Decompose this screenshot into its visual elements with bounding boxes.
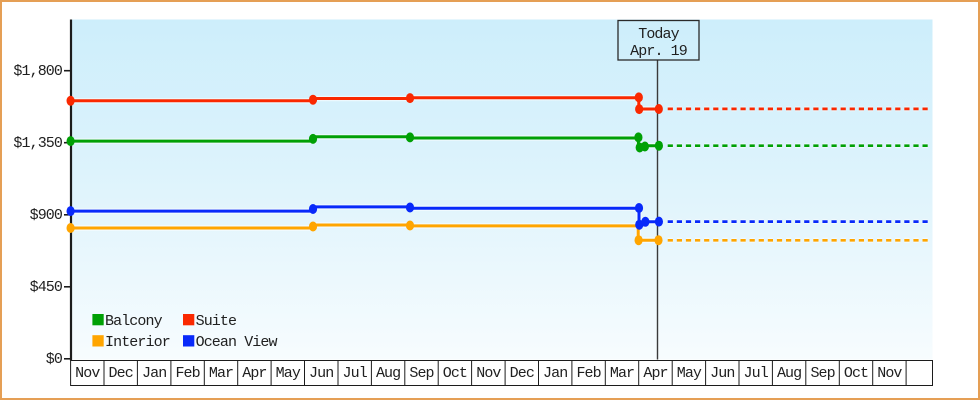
svg-text:$1,800: $1,800 <box>13 63 63 80</box>
svg-text:Feb: Feb <box>175 365 199 382</box>
svg-text:$0: $0 <box>46 351 63 368</box>
svg-text:Jul: Jul <box>744 365 769 382</box>
svg-text:$900: $900 <box>30 207 63 224</box>
svg-text:Dec: Dec <box>510 365 534 382</box>
svg-text:Sep: Sep <box>409 365 433 382</box>
svg-text:Sep: Sep <box>810 365 834 382</box>
svg-text:Jul: Jul <box>343 365 368 382</box>
svg-text:Feb: Feb <box>576 365 600 382</box>
svg-text:Nov: Nov <box>877 365 902 382</box>
svg-text:$1,350: $1,350 <box>13 135 63 152</box>
svg-text:May: May <box>276 365 301 382</box>
svg-text:Interior: Interior <box>105 334 170 351</box>
svg-text:Jun: Jun <box>309 365 333 382</box>
svg-text:May: May <box>677 365 702 382</box>
svg-text:$450: $450 <box>30 279 63 296</box>
svg-text:Oct: Oct <box>844 365 868 382</box>
svg-text:Apr: Apr <box>242 365 266 382</box>
svg-text:Nov: Nov <box>476 365 501 382</box>
svg-text:Jan: Jan <box>543 365 567 382</box>
svg-text:Jan: Jan <box>142 365 166 382</box>
svg-text:Dec: Dec <box>109 365 133 382</box>
svg-text:Nov: Nov <box>75 365 100 382</box>
svg-text:Aug: Aug <box>376 365 400 382</box>
svg-text:Apr: Apr <box>643 365 667 382</box>
svg-text:Suite: Suite <box>196 313 237 330</box>
svg-text:Oct: Oct <box>443 365 467 382</box>
svg-text:Jun: Jun <box>710 365 734 382</box>
svg-text:Ocean View: Ocean View <box>196 334 278 351</box>
svg-text:Aug: Aug <box>777 365 801 382</box>
svg-text:Mar: Mar <box>610 365 634 382</box>
svg-text:Balcony: Balcony <box>105 313 163 330</box>
svg-text:Apr. 19: Apr. 19 <box>630 43 687 60</box>
svg-text:Today: Today <box>638 26 679 43</box>
svg-text:Mar: Mar <box>209 365 233 382</box>
